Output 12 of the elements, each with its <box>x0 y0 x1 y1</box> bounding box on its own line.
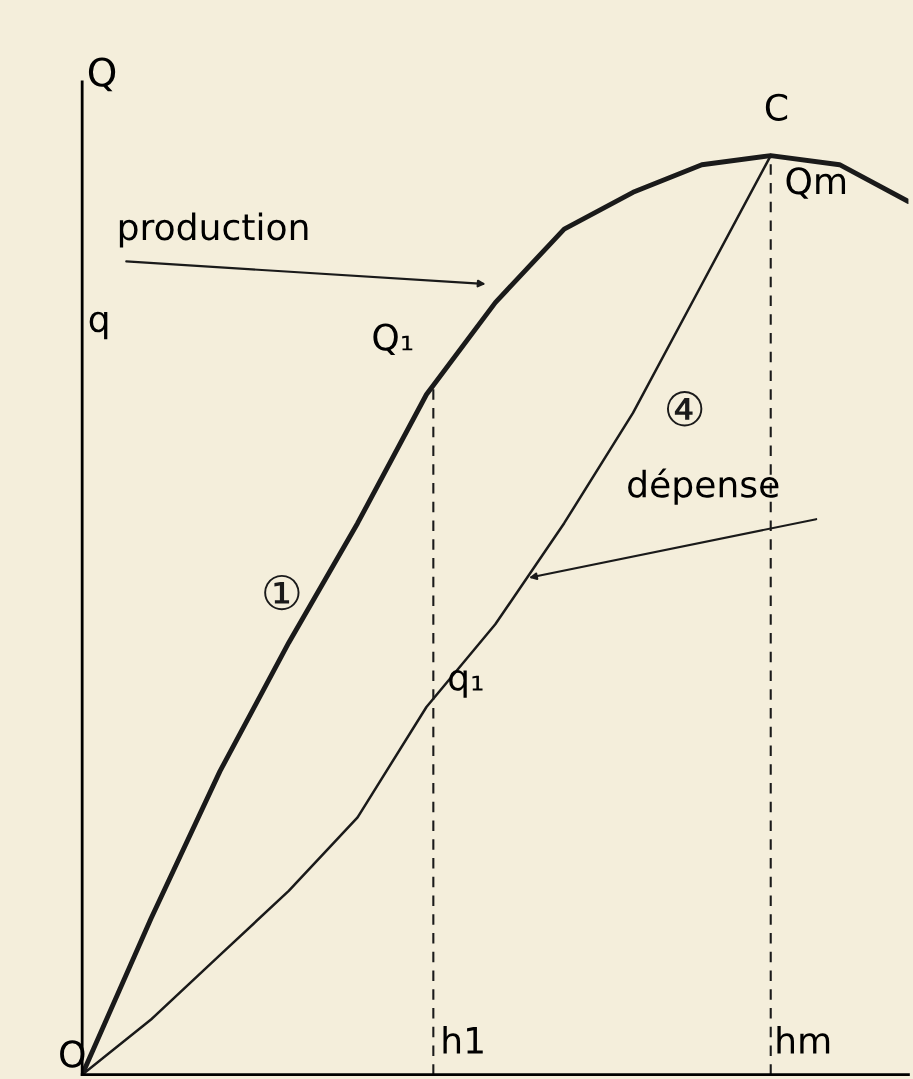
annotation: hm <box>777 1025 830 1054</box>
annotation: q₁ <box>449 670 483 698</box>
annotation: q <box>89 311 108 340</box>
annotation: h1 <box>443 1025 483 1054</box>
series-label: ① <box>264 574 300 611</box>
annotation: production <box>119 212 308 248</box>
text: C <box>765 93 788 121</box>
series-label: ④ <box>666 391 703 427</box>
y-axis-title: Q <box>88 57 116 92</box>
annotation: Qm <box>786 167 846 199</box>
annotation: dépense <box>628 468 779 505</box>
annotation: Q₁ <box>373 323 413 355</box>
